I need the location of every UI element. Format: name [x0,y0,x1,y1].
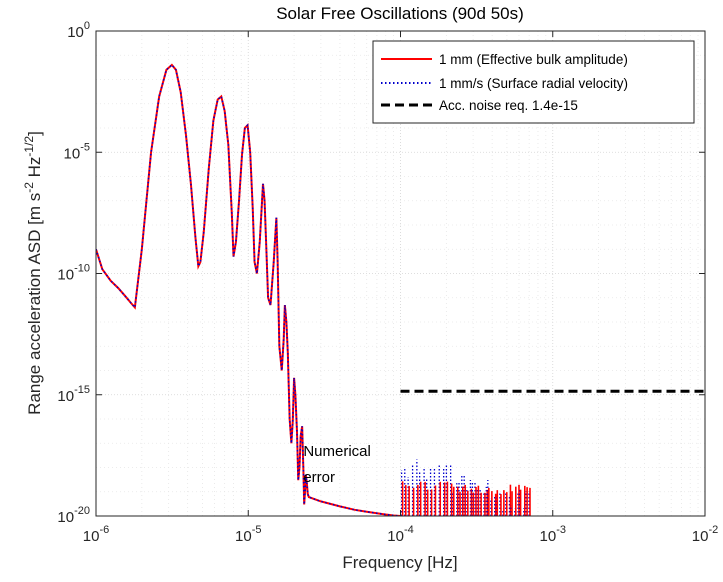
y-axis-ticks: 10-20 10-15 10-10 10-5 100 [57,20,90,526]
legend-label-bulk-amplitude: 1 mm (Effective bulk amplitude) [439,52,628,67]
y-tick-label: 10-5 [64,141,90,162]
annotation-error: error [303,469,335,486]
x-tick-label: 10-4 [387,524,413,545]
x-tick-label: 10-3 [540,524,566,545]
y-axis-label-end: ] [25,131,44,136]
x-tick-label: 10-5 [235,524,261,545]
x-axis-ticks: 10-6 10-5 10-4 10-3 10-2 [83,524,718,545]
legend: 1 mm (Effective bulk amplitude) 1 mm/s (… [372,40,695,124]
y-tick-label: 10-20 [57,505,90,526]
y-axis-label-sup2: -1/2 [22,136,36,157]
y-tick-label: 10-10 [57,263,90,284]
y-axis-label-main: Range acceleration ASD [m s [25,193,44,415]
x-axis-label: Frequency [Hz] [342,553,457,572]
tick-marks [95,30,706,517]
chart-title: Solar Free Oscillations (90d 50s) [276,4,524,23]
annotation-numerical: Numerical [303,443,371,460]
x-tick-label: 10-2 [692,524,718,545]
y-axis-label: Range acceleration ASD [m s-2 Hz-1/2] [22,131,44,415]
series-line-radial-velocity [96,63,401,516]
legend-label-noise-requirement: Acc. noise req. 1.4e-15 [439,98,578,113]
legend-label-radial-velocity: 1 mm/s (Surface radial velocity) [439,76,628,91]
series-group [96,63,705,516]
y-tick-label: 100 [67,20,90,41]
plot-area [96,63,705,516]
y-axis-label-sup1: -2 [22,182,36,193]
x-tick-label: 10-6 [83,524,109,545]
annotations: Numerical error [303,443,371,486]
y-axis-label-mid: Hz [25,157,44,183]
y-tick-label: 10-15 [57,384,90,405]
